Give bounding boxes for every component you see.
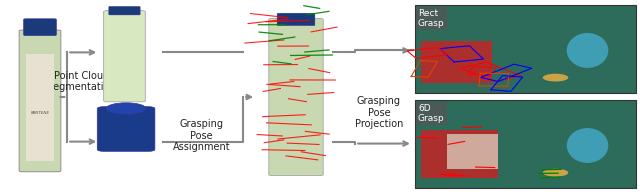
Text: Grasping
Pose
Assignment: Grasping Pose Assignment <box>173 119 230 152</box>
Text: Rect
Grasp: Rect Grasp <box>418 9 445 28</box>
Ellipse shape <box>543 74 568 81</box>
FancyBboxPatch shape <box>277 13 315 26</box>
Bar <box>26 54 54 161</box>
FancyBboxPatch shape <box>97 107 155 151</box>
Bar <box>421 41 492 83</box>
FancyBboxPatch shape <box>19 30 61 172</box>
Ellipse shape <box>567 33 608 68</box>
Text: PANTENE: PANTENE <box>31 111 49 114</box>
Ellipse shape <box>543 169 568 177</box>
FancyBboxPatch shape <box>109 6 140 15</box>
Ellipse shape <box>106 103 147 114</box>
FancyBboxPatch shape <box>24 19 56 36</box>
Text: 6D
Grasp: 6D Grasp <box>418 104 445 123</box>
Bar <box>447 134 498 169</box>
Text: Point Cloud
Segmentation: Point Cloud Segmentation <box>47 71 116 92</box>
FancyBboxPatch shape <box>269 18 323 176</box>
Text: Grasping
Pose
Projection: Grasping Pose Projection <box>355 96 403 129</box>
Bar <box>421 130 498 178</box>
Bar <box>415 5 636 93</box>
FancyBboxPatch shape <box>104 11 145 102</box>
Ellipse shape <box>567 128 608 163</box>
Bar <box>415 100 636 188</box>
